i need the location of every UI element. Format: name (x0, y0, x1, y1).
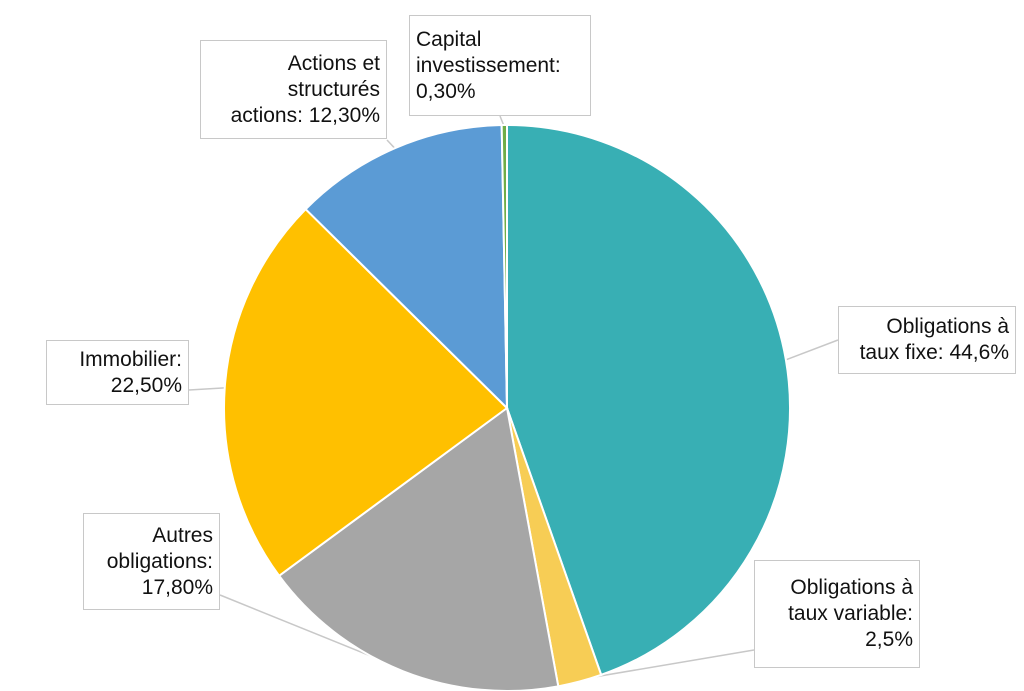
data-label-line: investissement: (416, 53, 561, 77)
data-label-line: taux variable: (788, 602, 913, 625)
data-label-line: 17,80% (141, 575, 213, 599)
data-label-obligations-taux-variable: Obligations à taux variable: 2,5% (754, 560, 920, 668)
data-label-line: 22,50% (110, 373, 182, 397)
leader-line-obligations-taux-fixe (783, 339, 839, 362)
data-label-line: Obligations à (886, 315, 1009, 338)
slice-obligations-taux-fixe (506, 123, 792, 677)
data-label-line: 2,5% (865, 628, 913, 651)
data-label-line: actions: 12,30% (230, 103, 380, 127)
data-label-line: 0,30% (416, 79, 476, 103)
data-label-autres-obligations: Autres obligations: 17,80% (83, 513, 220, 610)
pie-slices (223, 123, 792, 691)
slice-autres-obligations (277, 406, 560, 691)
data-label-capital-investissement: Capital investissement: 0,30% (409, 15, 591, 116)
leader-line-immobilier (188, 386, 227, 391)
data-label-actions-structures: Actions et structurés actions: 12,30% (200, 40, 387, 139)
data-label-line: Obligations à (790, 576, 913, 599)
data-label-line: Autres (152, 523, 213, 547)
data-label-obligations-taux-fixe: Obligations à taux fixe: 44,6% (838, 306, 1016, 374)
leader-lines (188, 115, 839, 681)
slice-immobilier (223, 207, 509, 578)
data-label-line: obligations: (106, 549, 213, 573)
data-label-line: structurés (287, 77, 380, 101)
data-label-line: Actions et (287, 51, 380, 75)
data-label-line: taux fixe: 44,6% (859, 341, 1009, 364)
slice-actions-structures (304, 124, 509, 411)
data-label-line: Immobilier: (79, 347, 182, 371)
data-label-line: Capital (416, 27, 482, 51)
leader-line-obligations-taux-variable (579, 649, 755, 681)
data-label-immobilier: Immobilier: 22,50% (46, 340, 189, 405)
slice-capital-investissement (500, 123, 508, 409)
